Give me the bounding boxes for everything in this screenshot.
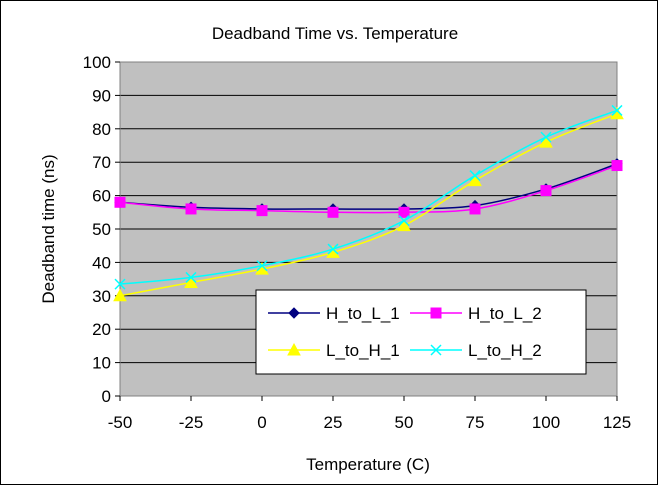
x-tick-label: -25 (179, 413, 204, 432)
data-point-stroke (256, 260, 268, 272)
y-tick-label: 70 (92, 153, 111, 172)
data-point (256, 205, 268, 217)
data-point (113, 288, 127, 302)
y-tick-label: 20 (92, 320, 111, 339)
data-point (327, 243, 339, 255)
x-tick-label: -50 (108, 413, 133, 432)
data-point-stroke (469, 170, 481, 182)
data-point (185, 271, 197, 283)
legend-item-H_to_L_2: H_to_L_2 (410, 304, 542, 323)
legend-label: L_to_H_2 (468, 341, 542, 360)
legend-label: H_to_L_2 (468, 304, 542, 323)
data-point-stroke (540, 131, 552, 143)
data-point (184, 275, 198, 288)
data-point (287, 342, 301, 356)
data-point (114, 196, 126, 208)
data-point (114, 278, 126, 290)
data-point (540, 131, 552, 143)
data-point (539, 135, 553, 148)
chart-title: Deadband Time vs. Temperature (212, 24, 458, 43)
data-point-stroke (185, 271, 197, 283)
data-point (540, 185, 552, 197)
data-point (288, 307, 300, 319)
y-tick-label: 60 (92, 187, 111, 206)
x-axis-ticks: -50 -25 0 25 50 75 100 125 (108, 396, 631, 432)
y-axis-ticks: 0 10 20 30 40 50 60 70 80 90 100 (83, 53, 120, 406)
data-point-stroke (327, 243, 339, 255)
data-point (469, 170, 481, 182)
series-line (119, 163, 618, 210)
legend-label: H_to_L_1 (326, 304, 400, 323)
x-tick-label: 100 (532, 413, 560, 432)
legend-label: L_to_H_1 (326, 341, 400, 360)
x-tick-label: 75 (466, 413, 485, 432)
y-axis-label: Deadband time (ns) (39, 154, 58, 303)
data-point (430, 307, 442, 319)
data-point (397, 218, 411, 232)
data-point (611, 160, 623, 172)
data-point (430, 344, 442, 356)
data-point-stroke (114, 278, 126, 290)
series-layer (113, 104, 624, 302)
data-point (611, 104, 623, 116)
x-axis-label: Temperature (C) (306, 455, 430, 474)
y-tick-label: 40 (92, 253, 111, 272)
series-line (119, 164, 618, 214)
x-tick-label: 125 (603, 413, 631, 432)
data-point-stroke (430, 344, 442, 356)
data-point-stroke (611, 104, 623, 116)
series-L_to_H_2 (114, 104, 623, 290)
legend: H_to_L_1 H_to_L_2 L_to_H_1 L_to_H_2 (255, 289, 587, 375)
data-point (398, 215, 410, 227)
legend-item-L_to_H_2: L_to_H_2 (410, 341, 542, 360)
y-tick-label: 80 (92, 120, 111, 139)
y-tick-label: 90 (92, 86, 111, 105)
data-point (327, 206, 339, 218)
data-point (469, 203, 481, 215)
legend-item-H_to_L_1: H_to_L_1 (268, 304, 400, 323)
data-point (256, 260, 268, 272)
legend-item-L_to_H_1: L_to_H_1 (268, 341, 400, 360)
series-line (119, 113, 618, 297)
legend-box (255, 289, 587, 375)
data-point (185, 203, 197, 215)
y-tick-label: 100 (83, 53, 111, 72)
data-point (468, 173, 482, 187)
y-tick-label: 0 (102, 387, 111, 406)
data-point-stroke (398, 215, 410, 227)
data-point (398, 206, 410, 218)
x-tick-label: 25 (324, 413, 343, 432)
y-tick-label: 30 (92, 287, 111, 306)
series-line (119, 109, 618, 285)
series-L_to_H_1 (113, 106, 624, 302)
series-H_to_L_2 (114, 160, 623, 218)
y-tick-label: 10 (92, 354, 111, 373)
y-tick-label: 50 (92, 220, 111, 239)
x-tick-label: 50 (395, 413, 414, 432)
x-tick-label: 0 (257, 413, 266, 432)
